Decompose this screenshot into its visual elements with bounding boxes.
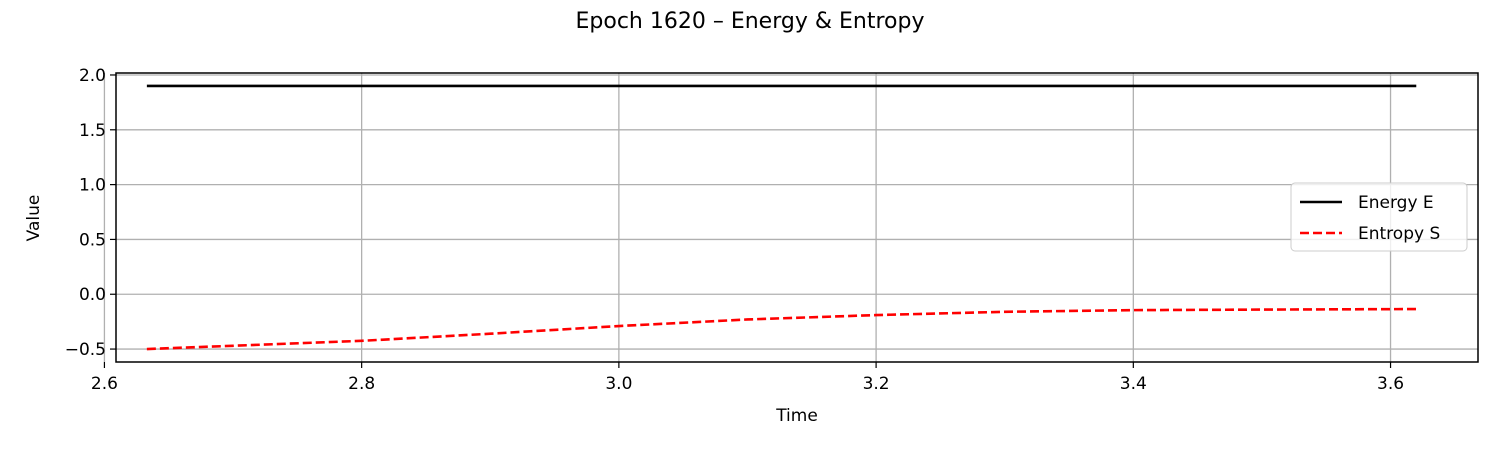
tick-layer: 2.6 2.8 3.0 3.2 3.4 3.6 −0.5 0.0 0.5 1.0 1.5 2.0 — [65, 66, 1404, 394]
x-tick-label-5: 3.6 — [1377, 374, 1404, 394]
y-tick-label-2: 0.5 — [79, 230, 106, 250]
x-tick-label-2: 3.0 — [605, 374, 632, 394]
grid-layer — [103, 73, 1478, 362]
legend-label-energy: Energy E — [1358, 193, 1434, 213]
plot-area-frame — [115, 72, 1479, 363]
legend: Energy E Entropy S — [1290, 182, 1468, 252]
y-tick-label-3: 1.0 — [79, 176, 106, 196]
x-tick-label-3: 3.2 — [863, 374, 890, 394]
series-layer — [146, 84, 1417, 351]
legend-label-entropy: Entropy S — [1358, 224, 1440, 244]
y-tick-label-4: 1.5 — [79, 121, 106, 141]
y-tick-label-0: −0.5 — [65, 340, 106, 360]
y-tick-label-1: 0.0 — [79, 285, 106, 305]
y-axis-label: Value — [24, 195, 44, 242]
y-tick-label-5: 2.0 — [79, 66, 106, 86]
series-line-1 — [146, 307, 1417, 351]
chart-title: Epoch 1620 – Energy & Entropy — [576, 9, 925, 34]
x-tick-label-1: 2.8 — [348, 374, 375, 394]
x-tick-label-4: 3.4 — [1120, 374, 1147, 394]
x-tick-label-0: 2.6 — [91, 374, 118, 394]
x-axis-label: Time — [775, 406, 818, 426]
